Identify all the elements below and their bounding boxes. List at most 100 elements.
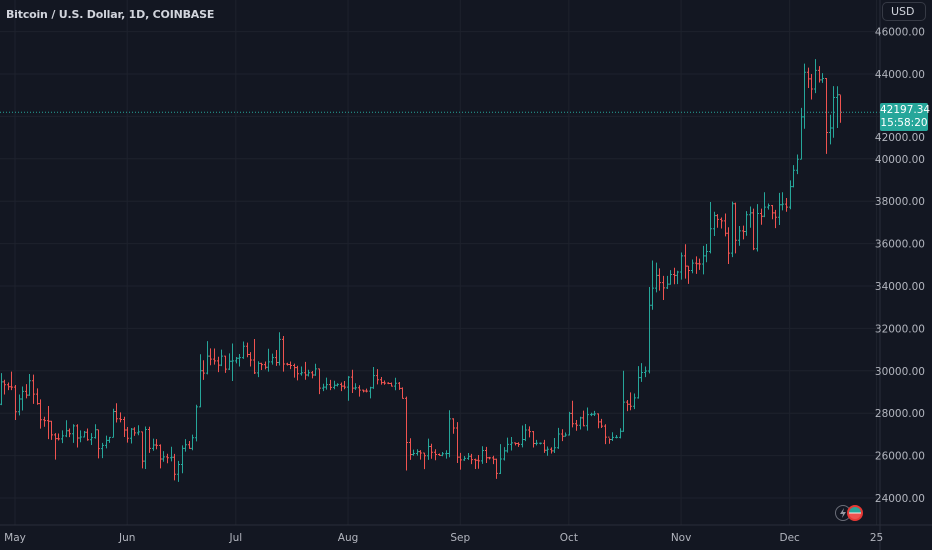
ohlc-bar (199, 354, 202, 408)
ohlc-bar (593, 410, 596, 416)
time-axis[interactable]: May Jun Jul Aug Sep Oct Nov Dec 25 (4, 532, 883, 544)
ohlc-bar (7, 382, 10, 391)
ohlc-bar (217, 356, 220, 373)
ohlc-bar (738, 226, 741, 246)
event-icons[interactable] (835, 505, 875, 525)
ohlc-bar (684, 244, 687, 279)
ohlc-bar (582, 410, 585, 427)
us-flag-icon[interactable] (847, 505, 863, 521)
time-tick-label: 25 (870, 532, 883, 544)
ohlc-bar (713, 211, 716, 236)
ohlc-bar (499, 444, 502, 475)
price-tick-label: 32000.00 (875, 323, 925, 335)
ohlc-bar (329, 379, 332, 391)
ohlc-bar (14, 385, 17, 420)
ohlc-bar (72, 424, 75, 443)
ohlc-bar (709, 202, 712, 254)
price-tick-label: 40000.00 (875, 154, 925, 166)
ohlc-bar (553, 438, 556, 454)
ohlc-bar (83, 431, 86, 438)
ohlc-bar (115, 403, 118, 423)
grid (0, 0, 880, 525)
ohlc-bar (814, 59, 817, 94)
ohlc-bar (557, 427, 560, 449)
price-axis[interactable]: 24000.00 26000.00 28000.00 30000.00 32000.00… (875, 27, 925, 505)
ohlc-bar (720, 217, 723, 229)
ohlc-bar (427, 438, 430, 460)
ohlc-bar (568, 411, 571, 436)
time-tick-label: Jul (228, 532, 242, 544)
ohlc-bar (311, 371, 314, 379)
ohlc-bar (36, 388, 39, 405)
ohlc-bar (535, 439, 538, 446)
ohlc-bar (325, 377, 328, 390)
ohlc-bar (651, 260, 654, 310)
ohlc-bar (18, 394, 21, 416)
price-tick-label: 36000.00 (875, 239, 925, 251)
ohlc-bar (716, 214, 719, 228)
time-tick-label: May (4, 532, 26, 544)
ohlc-bar (441, 451, 444, 457)
ohlc-bar (354, 383, 357, 390)
ohlc-bar (691, 259, 694, 274)
ohlc-bar (235, 357, 238, 364)
ohlc-bar (0, 373, 3, 406)
ohlc-bar (79, 430, 82, 443)
ohlc-bar (351, 369, 354, 394)
ohlc-bar (307, 369, 310, 377)
ohlc-bar (485, 446, 488, 464)
ohlc-bar (749, 206, 752, 228)
ohlc-bar (778, 192, 781, 225)
ohlc-bar (257, 361, 260, 378)
ohlc-bar (637, 366, 640, 399)
ohlc-bar (184, 439, 187, 452)
ohlc-bar (579, 416, 582, 430)
price-tick-label: 42000.00 (875, 132, 925, 144)
ohlc-bar (282, 336, 285, 372)
ohlc-bar (517, 442, 520, 447)
ohlc-bar (622, 370, 625, 432)
last-price-value: 42197.34 (880, 104, 931, 117)
ohlc-bar (774, 209, 777, 229)
currency-button[interactable]: USD (882, 2, 926, 21)
lightning-glyph-icon (840, 508, 846, 518)
ohlc-series (0, 59, 842, 482)
ohlc-bar (756, 204, 759, 252)
ohlc-bar (546, 446, 549, 456)
ohlc-bar (10, 371, 13, 391)
ohlc-bar (666, 275, 669, 289)
ohlc-bar (419, 450, 422, 460)
ohlc-bar (141, 431, 144, 469)
ohlc-bar (724, 213, 727, 237)
time-tick-label: Jun (118, 532, 135, 544)
ohlc-bar (333, 380, 336, 390)
ohlc-bar (105, 435, 108, 449)
ohlc-bar (839, 94, 842, 123)
ohlc-bar (495, 458, 498, 479)
ohlc-bar (506, 437, 509, 453)
ohlc-bar (673, 267, 676, 285)
ohlc-bar (731, 201, 734, 258)
ohlc-bar (173, 453, 176, 481)
ohlc-bar (343, 380, 346, 390)
ohlc-bar (133, 427, 136, 436)
ohlc-bar (669, 270, 672, 285)
ohlc-bar (148, 426, 151, 453)
ohlc-bar (470, 453, 473, 465)
ohlc-bar (238, 354, 241, 367)
ohlc-bar (477, 454, 480, 469)
ohlc-bar (162, 451, 165, 462)
time-tick-label: Nov (671, 532, 692, 544)
ohlc-bar (687, 265, 690, 284)
ohlc-bar (383, 380, 386, 385)
ohlc-bar (137, 425, 140, 436)
ohlc-bar (32, 374, 35, 404)
time-tick-label: Aug (338, 532, 359, 544)
ohlc-bar (119, 412, 122, 423)
ohlc-bar (398, 382, 401, 390)
ohlc-bar (50, 420, 53, 440)
ohlc-bar (43, 416, 46, 427)
ohlc-bar (123, 416, 126, 437)
ohlc-bar (474, 458, 477, 469)
